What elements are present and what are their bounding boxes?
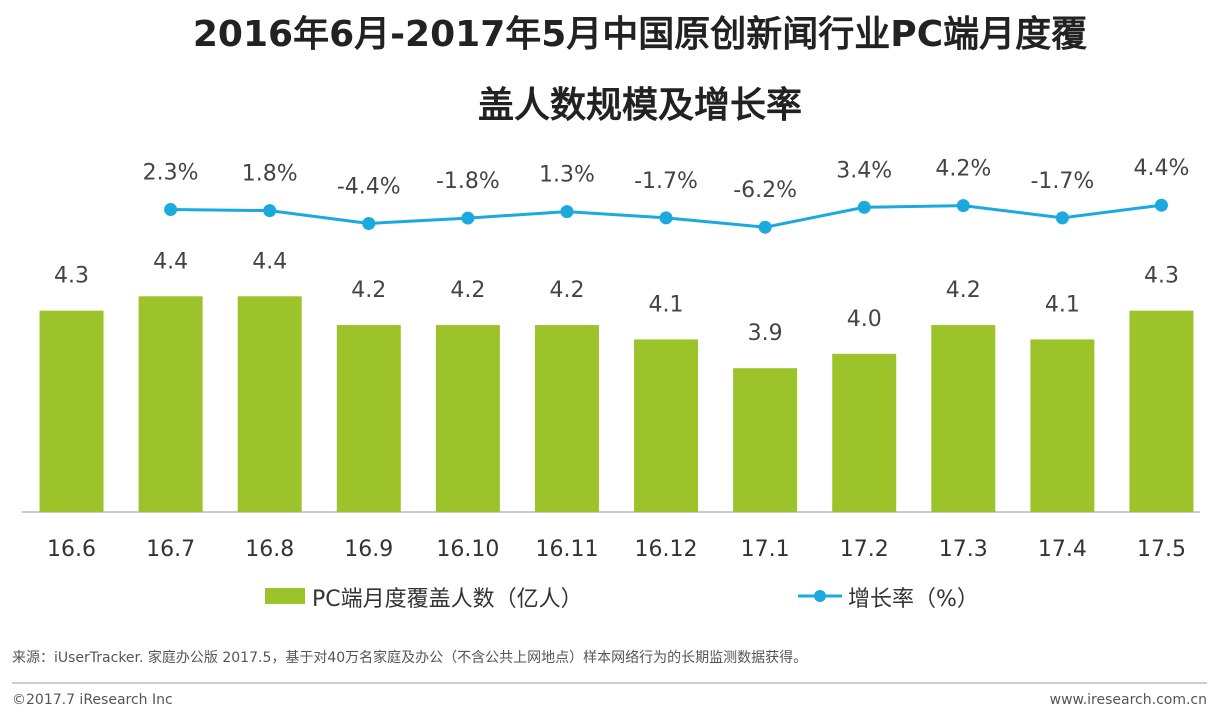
point	[857, 200, 871, 214]
data-label: -1.8%	[436, 169, 500, 194]
bar	[138, 296, 203, 512]
data-label: 4.2%	[935, 157, 991, 182]
data-label: -4.4%	[337, 174, 401, 199]
data-label: 4.4%	[1134, 156, 1190, 181]
data-label: 4.3	[54, 264, 89, 289]
point	[956, 199, 970, 213]
bar	[534, 325, 599, 512]
copyright: ©2017.7 iResearch Inc	[12, 692, 173, 708]
legend-swatch	[265, 588, 305, 604]
data-label: 3.4%	[836, 158, 892, 183]
bar	[1030, 339, 1095, 512]
x-tick-label: 17.1	[741, 537, 790, 562]
data-label: 4.4	[153, 249, 188, 274]
data-label: 4.2	[351, 278, 386, 303]
bar	[435, 325, 500, 512]
point	[659, 211, 673, 225]
data-label: 4.1	[649, 292, 684, 317]
source-note: 来源：iUserTracker. 家庭办公版 2017.5，基于对40万名家庭及…	[12, 649, 807, 666]
data-label: 1.3%	[539, 163, 595, 188]
data-label: 4.4	[252, 249, 287, 274]
x-tick-label: 16.6	[47, 537, 96, 562]
x-tick-label: 16.8	[245, 537, 294, 562]
data-label: -1.7%	[1030, 169, 1094, 194]
bar	[39, 310, 104, 512]
legend-swatch	[814, 590, 826, 602]
data-label: 4.3	[1144, 264, 1179, 289]
legend-label: PC端月度覆盖人数（亿人）	[312, 587, 583, 612]
x-tick-label: 17.5	[1137, 537, 1186, 562]
x-tick-label: 16.12	[635, 537, 698, 562]
x-tick-label: 16.7	[146, 537, 195, 562]
x-tick-label: 16.10	[436, 537, 499, 562]
point	[164, 203, 178, 217]
x-tick-label: 17.4	[1038, 537, 1087, 562]
data-label: 4.2	[450, 278, 485, 303]
data-label: 3.9	[748, 321, 783, 346]
point	[461, 211, 475, 225]
point	[758, 220, 772, 234]
data-label: 4.2	[549, 278, 584, 303]
data-label: 4.0	[847, 307, 882, 332]
data-label: 1.8%	[242, 162, 298, 187]
data-label: -6.2%	[733, 178, 797, 203]
x-tick-label: 17.3	[939, 537, 988, 562]
bar	[237, 296, 302, 512]
point	[1055, 211, 1069, 225]
data-label: 4.1	[1045, 292, 1080, 317]
point	[263, 204, 277, 218]
point	[1154, 198, 1168, 212]
point	[362, 216, 376, 230]
data-label: 4.2	[946, 278, 981, 303]
bar	[832, 353, 897, 512]
data-label: 2.3%	[143, 161, 199, 186]
bar	[634, 339, 699, 512]
bar	[931, 325, 996, 512]
x-tick-label: 16.9	[344, 537, 393, 562]
bar	[1129, 310, 1194, 512]
chart-title: 2016年6月-2017年5月中国原创新闻行业PC端月度覆	[193, 14, 1087, 55]
chart-title: 盖人数规模及增长率	[478, 85, 802, 126]
bar	[336, 325, 401, 512]
x-tick-label: 16.11	[535, 537, 598, 562]
x-tick-label: 17.2	[840, 537, 889, 562]
legend-label: 增长率（%）	[848, 587, 979, 612]
data-label: -1.7%	[634, 169, 698, 194]
point	[560, 205, 574, 219]
website: www.iresearch.com.cn	[1050, 692, 1207, 708]
bar	[733, 368, 798, 512]
